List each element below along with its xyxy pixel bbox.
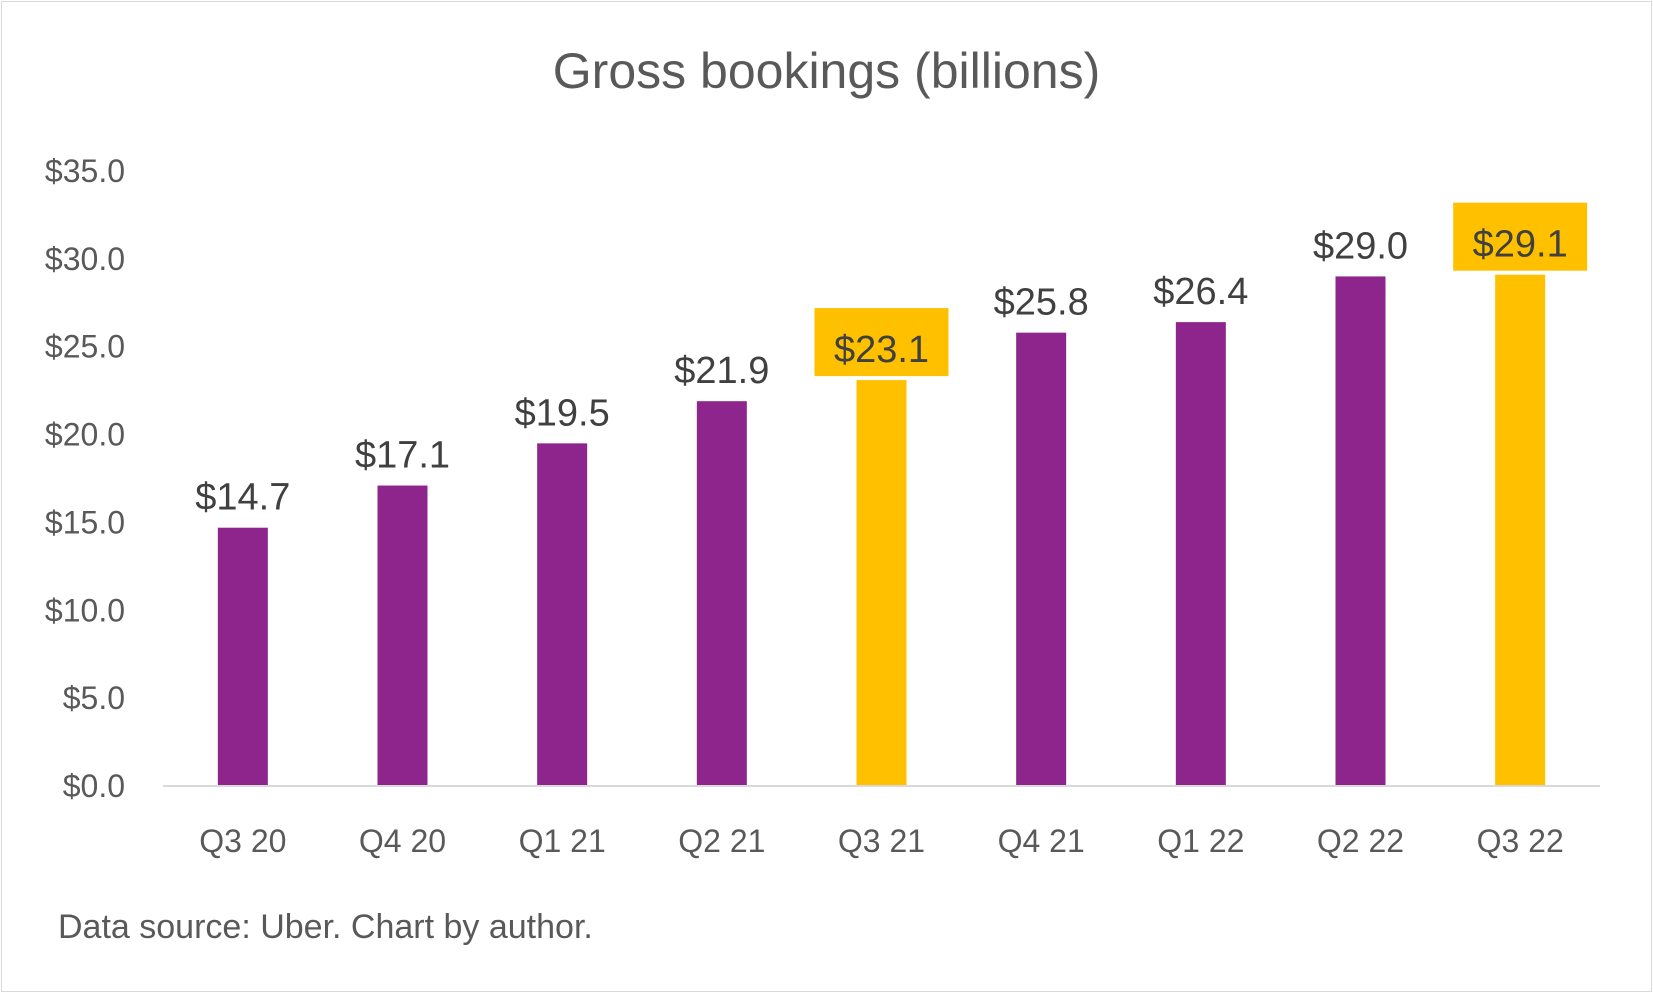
data-label: $29.0 xyxy=(1313,225,1408,267)
bar xyxy=(696,401,747,786)
y-tick-label: $15.0 xyxy=(45,504,125,540)
data-label-highlight-box xyxy=(1453,202,1588,271)
data-label: $29.1 xyxy=(1473,224,1568,266)
data-label: $14.7 xyxy=(195,477,290,519)
data-label: $23.1 xyxy=(834,329,929,371)
y-tick-label: $0.0 xyxy=(63,768,125,804)
highlighted-bar xyxy=(856,380,907,786)
x-tick-label: Q2 21 xyxy=(678,823,765,859)
y-tick-label: $20.0 xyxy=(45,417,125,453)
y-tick-label: $10.0 xyxy=(45,592,125,628)
data-label-highlight-box xyxy=(814,308,949,377)
x-tick-label: Q3 20 xyxy=(199,823,286,859)
data-label: $25.8 xyxy=(994,282,1089,324)
y-tick-label: $25.0 xyxy=(45,329,125,365)
bar xyxy=(1335,276,1386,786)
data-label: $26.4 xyxy=(1153,271,1248,313)
bar xyxy=(377,485,428,786)
x-tick-label: Q3 21 xyxy=(838,823,925,859)
data-label: $17.1 xyxy=(355,435,450,477)
x-tick-label: Q1 21 xyxy=(519,823,606,859)
bar xyxy=(1016,332,1067,786)
x-tick-label: Q4 21 xyxy=(998,823,1085,859)
x-tick-label: Q4 20 xyxy=(359,823,446,859)
data-label: $19.5 xyxy=(515,392,610,434)
data-label: $21.9 xyxy=(674,350,769,392)
bar xyxy=(537,443,588,786)
bar xyxy=(1175,322,1226,786)
x-tick-label: Q3 22 xyxy=(1477,823,1564,859)
chart-title: Gross bookings (billions) xyxy=(552,43,1101,99)
source-note: Data source: Uber. Chart by author. xyxy=(58,908,593,946)
x-tick-label: Q2 22 xyxy=(1317,823,1404,859)
y-tick-label: $30.0 xyxy=(45,241,125,277)
bar xyxy=(217,527,268,786)
y-tick-label: $5.0 xyxy=(63,680,125,716)
y-tick-label: $35.0 xyxy=(45,153,125,189)
highlighted-bar xyxy=(1495,274,1546,786)
x-tick-label: Q1 22 xyxy=(1157,823,1244,859)
